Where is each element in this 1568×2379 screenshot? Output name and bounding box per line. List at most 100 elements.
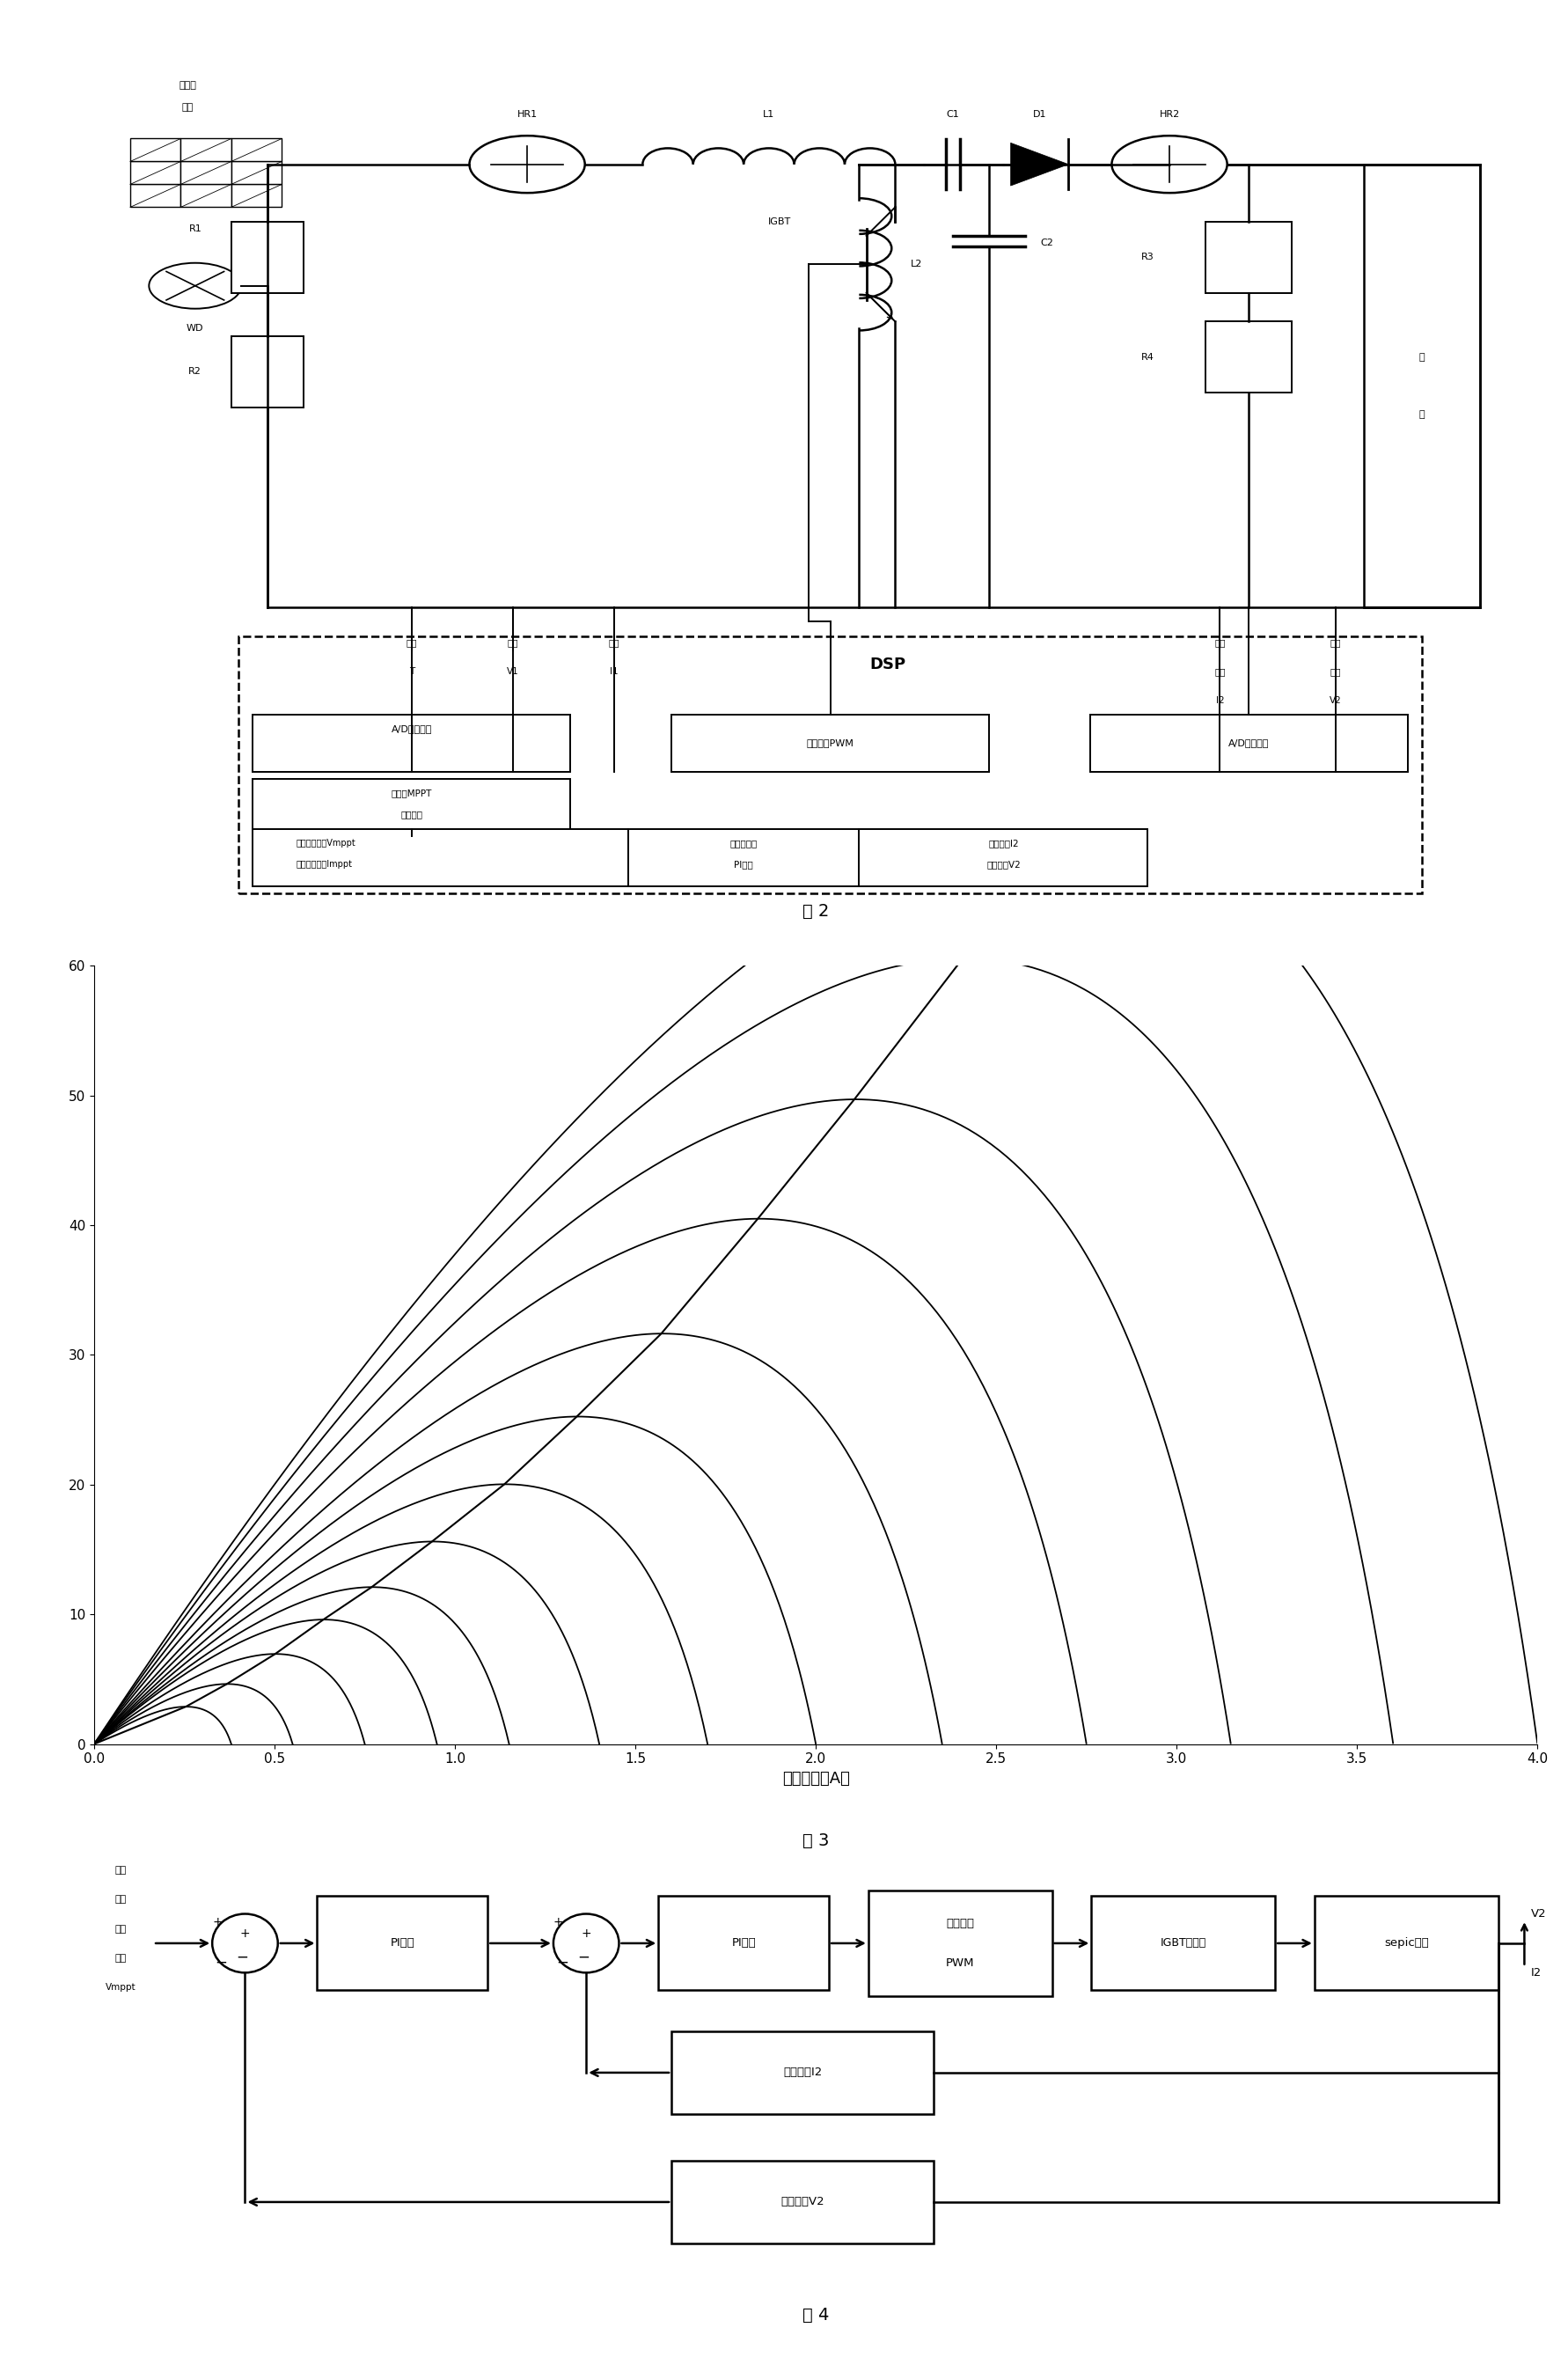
Text: 负: 负 (1419, 352, 1424, 362)
Text: −: − (577, 1948, 590, 1965)
Text: R3: R3 (1140, 252, 1154, 262)
Text: D1: D1 (1032, 109, 1046, 119)
Bar (230, 335, 303, 407)
Bar (238, 635, 1421, 892)
Bar (230, 183, 282, 207)
Text: sepic电路: sepic电路 (1383, 1937, 1428, 1948)
Text: 变占空比: 变占空比 (946, 1917, 974, 1929)
X-axis label: 光伏电流（A）: 光伏电流（A） (781, 1770, 850, 1787)
Text: IGBT: IGBT (768, 216, 790, 226)
Text: PWM: PWM (946, 1958, 974, 1970)
Bar (180, 162, 230, 183)
Text: 载: 载 (1419, 409, 1424, 419)
Text: −: − (555, 1956, 568, 1970)
Bar (130, 183, 180, 207)
Bar (252, 828, 627, 885)
Text: PI调节: PI调节 (390, 1937, 414, 1948)
Text: 电压: 电压 (506, 638, 517, 647)
Text: 最佳输出电流Imppt: 最佳输出电流Imppt (296, 861, 353, 868)
Bar (130, 138, 180, 162)
Text: +: + (554, 1915, 563, 1929)
Bar (1204, 321, 1292, 393)
Text: 电压: 电压 (1330, 666, 1341, 676)
Circle shape (212, 1913, 278, 1972)
Text: 温度: 温度 (406, 638, 417, 647)
Text: HR1: HR1 (517, 109, 536, 119)
Bar (130, 162, 180, 183)
Text: C1: C1 (946, 109, 960, 119)
Text: 电池: 电池 (182, 102, 194, 112)
Text: 方法模块: 方法模块 (400, 811, 422, 818)
Text: Vmppt: Vmppt (105, 1984, 135, 1991)
Text: 变电压MPPT: 变电压MPPT (390, 790, 431, 797)
Circle shape (469, 136, 585, 193)
Text: 输出电压V2: 输出电压V2 (781, 2196, 825, 2208)
Bar (230, 162, 282, 183)
Text: V2: V2 (1530, 1908, 1546, 1920)
Text: DSP: DSP (869, 657, 906, 673)
Bar (1364, 164, 1479, 607)
Text: 电流: 电流 (1214, 666, 1225, 676)
Text: +: + (580, 1927, 591, 1939)
Text: C2: C2 (1040, 238, 1052, 247)
Text: PI调节: PI调节 (734, 861, 753, 868)
Text: +: + (240, 1927, 249, 1939)
Bar (671, 2032, 933, 2115)
Text: HR2: HR2 (1159, 109, 1179, 119)
Bar (252, 714, 571, 771)
Text: 图 3: 图 3 (801, 1832, 829, 1848)
Bar (1091, 1896, 1275, 1991)
Bar (230, 221, 303, 293)
Text: −: − (237, 1948, 248, 1965)
Circle shape (149, 264, 241, 309)
Bar (252, 778, 571, 835)
Text: L1: L1 (762, 109, 775, 119)
Text: I2: I2 (1215, 695, 1223, 704)
Bar (859, 828, 1148, 885)
Text: T: T (409, 666, 414, 676)
Text: 输出电流I2: 输出电流I2 (782, 2067, 822, 2079)
Text: I1: I1 (610, 666, 618, 676)
Text: 最佳: 最佳 (114, 1896, 125, 1903)
Text: 双闭环控制: 双闭环控制 (729, 840, 757, 847)
Bar (180, 138, 230, 162)
Text: 电流: 电流 (608, 638, 619, 647)
Bar (317, 1896, 488, 1991)
Text: 输出电流I2: 输出电流I2 (988, 840, 1018, 847)
Bar (659, 1896, 828, 1991)
Text: I2: I2 (1530, 1967, 1541, 1979)
Text: 电压: 电压 (114, 1953, 125, 1963)
Text: 变占空比PWM: 变占空比PWM (806, 740, 853, 747)
Bar (1314, 1896, 1497, 1991)
Bar (627, 828, 859, 885)
Text: −: − (215, 1956, 227, 1970)
Text: PI调节: PI调节 (731, 1937, 756, 1948)
Bar (180, 183, 230, 207)
Text: 图 4: 图 4 (801, 2308, 829, 2324)
Text: 输出: 输出 (114, 1925, 125, 1934)
Bar (1204, 221, 1292, 293)
Bar (230, 138, 282, 162)
Text: IGBT触发端: IGBT触发端 (1160, 1937, 1206, 1948)
Text: V1: V1 (506, 666, 519, 676)
Text: V2: V2 (1328, 695, 1341, 704)
Bar (867, 1891, 1052, 1996)
Text: 输出: 输出 (1214, 638, 1225, 647)
Bar (671, 2160, 933, 2243)
Circle shape (554, 1913, 619, 1972)
Text: 输出: 输出 (1330, 638, 1341, 647)
Text: L2: L2 (911, 259, 922, 269)
Text: +: + (212, 1915, 223, 1929)
Text: A/D转换模块: A/D转换模块 (1228, 740, 1269, 747)
Text: R2: R2 (188, 366, 202, 376)
Text: 太阳能: 太阳能 (179, 81, 196, 90)
Text: WD: WD (187, 324, 204, 333)
Bar (1090, 714, 1406, 771)
Text: 最佳输出电压Vmppt: 最佳输出电压Vmppt (296, 840, 356, 847)
Bar (671, 714, 988, 771)
Text: 给定: 给定 (114, 1865, 125, 1875)
Circle shape (1112, 136, 1226, 193)
Polygon shape (1010, 143, 1068, 186)
Text: 图 2: 图 2 (801, 902, 829, 918)
Text: A/D转换模块: A/D转换模块 (390, 726, 431, 733)
